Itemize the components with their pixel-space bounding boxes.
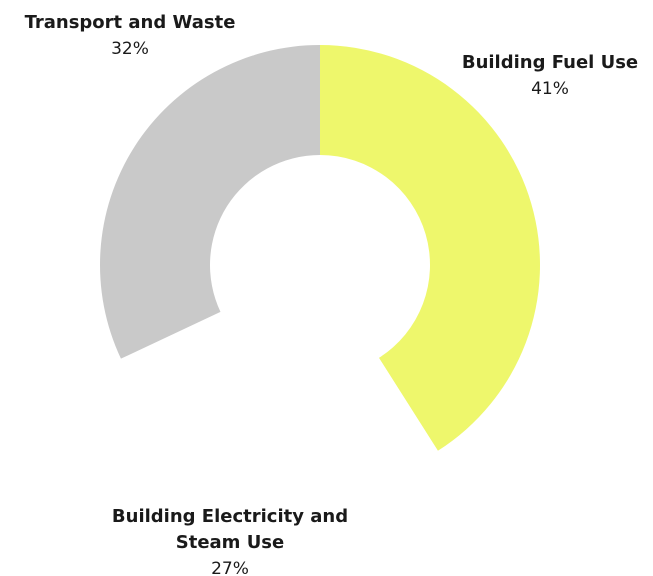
value-label: 32% bbox=[111, 39, 149, 59]
slice-label: Transport and Waste 32% bbox=[0, 10, 260, 62]
category-label: Building Fuel Use bbox=[461, 52, 639, 73]
value-label: 41% bbox=[531, 79, 569, 99]
slice-label: Building Electricity and Steam Use 27% bbox=[80, 504, 380, 576]
donut-segment bbox=[120, 311, 438, 485]
donut-segment bbox=[100, 45, 320, 359]
donut-segment bbox=[320, 45, 540, 451]
category-label: Building Electricity and Steam Use bbox=[111, 506, 349, 553]
category-label: Transport and Waste bbox=[24, 12, 236, 33]
slice-label: Building Fuel Use 41% bbox=[440, 50, 653, 102]
value-label: 27% bbox=[211, 559, 249, 576]
